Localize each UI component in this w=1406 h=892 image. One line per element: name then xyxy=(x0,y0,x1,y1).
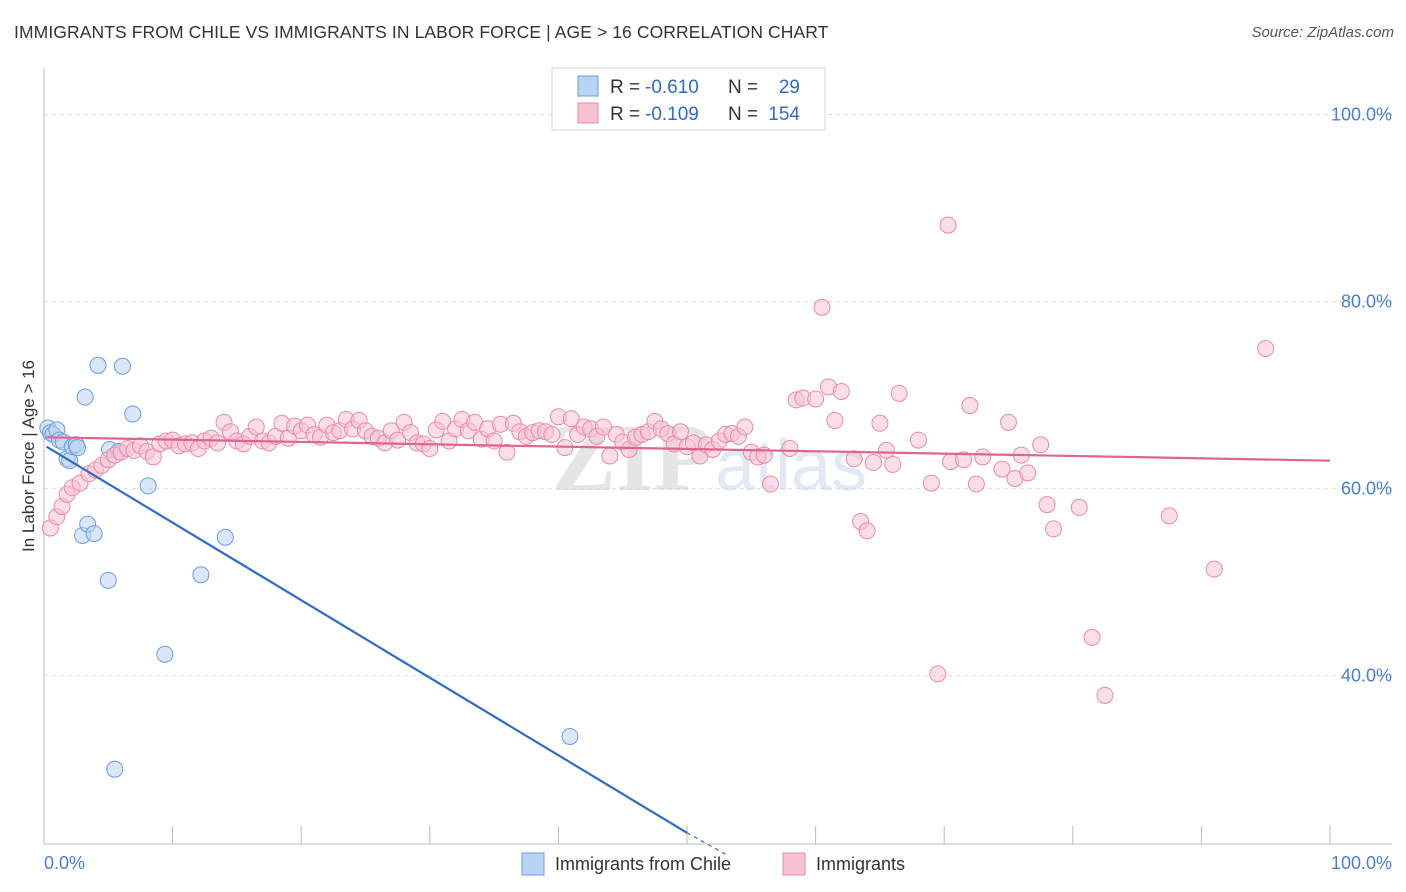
immigrant-point-128 xyxy=(890,384,908,402)
immigrant-point-142 xyxy=(1032,436,1050,454)
immigrant-point-123 xyxy=(858,522,876,540)
series-legend-swatch-pink xyxy=(782,852,806,876)
immigrant-point-141 xyxy=(1019,464,1037,482)
immigrant-point-124 xyxy=(864,454,882,472)
y-tick-labels: 100.0% 80.0% 60.0% 40.0% xyxy=(1331,105,1392,686)
correlation-legend: R = -0.610 N = 29 R = -0.109 N = 154 xyxy=(551,67,826,131)
legend-swatch-blue xyxy=(577,75,599,97)
immigrant-point-125 xyxy=(871,414,889,432)
immigrant-point-61 xyxy=(434,412,452,430)
series-legend: Immigrants from Chile Immigrants xyxy=(521,852,905,876)
chile-point-12 xyxy=(76,388,94,406)
chile-point-15 xyxy=(89,356,107,374)
immigrant-point-117 xyxy=(813,298,831,316)
immigrant-point-126 xyxy=(877,441,895,459)
immigrant-point-147 xyxy=(1096,686,1114,704)
immigrant-point-71 xyxy=(498,443,516,461)
legend-n-label-1: N = xyxy=(728,77,758,98)
trend-lines xyxy=(46,436,1331,855)
immigrant-point-78 xyxy=(543,425,561,443)
immigrant-point-32 xyxy=(247,418,265,436)
chart-title: IMMIGRANTS FROM CHILE VS IMMIGRANTS IN L… xyxy=(14,22,829,42)
chile-point-10 xyxy=(68,439,86,457)
y-tick-label-3: 40.0% xyxy=(1341,666,1392,686)
immigrant-point-144 xyxy=(1045,520,1063,538)
immigrant-point-150 xyxy=(1257,339,1275,357)
source-credit: Source: ZipAtlas.com xyxy=(1251,24,1394,41)
series-legend-label-chile: Immigrants from Chile xyxy=(555,854,731,874)
immigrant-point-135 xyxy=(967,475,985,493)
chile-point-24 xyxy=(192,566,210,584)
y-axis-title: In Labor Force | Age > 16 xyxy=(19,360,38,552)
immigrant-point-98 xyxy=(672,423,690,441)
immigrant-point-129 xyxy=(909,431,927,449)
immigrant-point-146 xyxy=(1083,628,1101,646)
immigrant-point-127 xyxy=(884,455,902,473)
immigrant-point-148 xyxy=(1160,507,1178,525)
y-tick-label-1: 80.0% xyxy=(1341,292,1392,312)
chile-point-20 xyxy=(113,357,131,375)
legend-n-value-1: 29 xyxy=(779,77,800,98)
legend-swatch-pink xyxy=(577,102,599,124)
x-tick-label-left: 0.0% xyxy=(44,853,85,873)
chile-point-22 xyxy=(139,477,157,495)
immigrants-trend-line xyxy=(46,436,1331,462)
legend-r-value-1: -0.610 xyxy=(645,77,699,98)
chile-point-18 xyxy=(106,760,124,778)
chile-point-16 xyxy=(99,571,117,589)
immigrant-point-120 xyxy=(832,382,850,400)
immigrant-point-112 xyxy=(762,475,780,493)
immigrant-point-108 xyxy=(736,418,754,436)
legend-r-value-2: -0.109 xyxy=(645,104,699,125)
series-legend-label-immigrants: Immigrants xyxy=(816,854,905,874)
immigrant-point-86 xyxy=(594,418,612,436)
immigrant-point-131 xyxy=(929,665,947,683)
legend-r-label-2: R = xyxy=(610,104,640,125)
immigrant-point-145 xyxy=(1070,498,1088,516)
immigrant-point-116 xyxy=(807,390,825,408)
chile-point-25 xyxy=(216,528,234,546)
axes xyxy=(43,68,1392,845)
immigrant-point-121 xyxy=(845,450,863,468)
y-tick-label-2: 60.0% xyxy=(1341,479,1392,499)
series-legend-swatch-blue xyxy=(521,852,545,876)
immigrant-point-81 xyxy=(562,410,580,428)
immigrant-point-133 xyxy=(954,451,972,469)
immigrant-point-137 xyxy=(993,460,1011,478)
chile-point-26 xyxy=(561,727,579,745)
chile-point-21 xyxy=(124,405,142,423)
immigrant-point-143 xyxy=(1038,496,1056,514)
chile-trend-line xyxy=(46,445,688,834)
immigrant-point-113 xyxy=(781,440,799,458)
immigrant-point-138 xyxy=(1000,413,1017,431)
chile-point-23 xyxy=(156,645,174,663)
y-tick-label-0: 100.0% xyxy=(1331,105,1392,125)
legend-r-label-1: R = xyxy=(610,77,640,98)
x-tick-label-right: 100.0% xyxy=(1331,853,1392,873)
immigrant-point-87 xyxy=(601,447,619,465)
immigrant-point-149 xyxy=(1205,560,1223,578)
legend-n-value-2: 154 xyxy=(768,104,800,125)
immigrant-point-26 xyxy=(209,434,227,452)
immigrant-point-119 xyxy=(826,411,844,429)
immigrant-point-136 xyxy=(974,448,992,466)
immigrant-point-151 xyxy=(939,216,957,234)
immigrant-point-134 xyxy=(961,397,979,415)
immigrant-point-130 xyxy=(922,474,940,492)
legend-n-label-2: N = xyxy=(728,104,758,125)
chile-point-14 xyxy=(85,525,103,543)
immigrant-point-59 xyxy=(421,440,439,458)
